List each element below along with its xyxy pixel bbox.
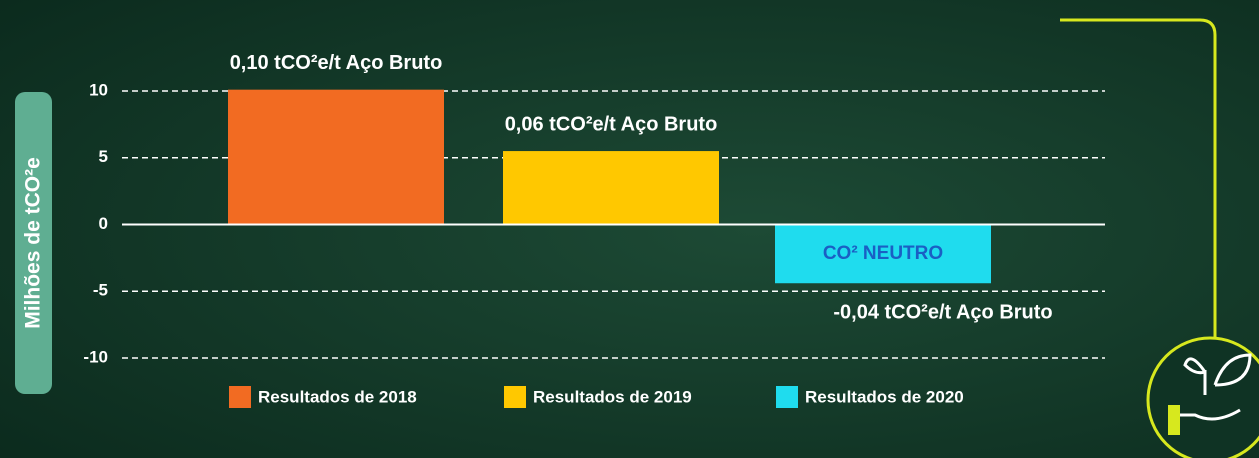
y-tick-label: -10	[83, 347, 108, 366]
y-tick-label: 5	[99, 147, 108, 166]
legend-swatch	[229, 386, 251, 408]
y-tick-label: -5	[93, 281, 108, 300]
legend-swatch	[504, 386, 526, 408]
bar-annotation: -0,04 tCO²e/t Aço Bruto	[833, 302, 1052, 324]
legend-swatch	[776, 386, 798, 408]
bar-annotation: 0,10 tCO²e/t Aço Bruto	[230, 52, 443, 74]
bar-inner-label: CO² NEUTRO	[823, 243, 943, 264]
legend-label: Resultados de 2019	[533, 387, 692, 406]
legend-label: Resultados de 2020	[805, 387, 964, 406]
bar	[775, 224, 991, 284]
y-tick-label: 10	[89, 80, 108, 99]
frame-line	[1060, 18, 1217, 365]
legend-label: Resultados de 2018	[258, 387, 417, 406]
y-tick-label: 0	[99, 214, 108, 233]
bar	[503, 151, 719, 225]
plant-icon	[1175, 353, 1252, 421]
bar-annotation: 0,06 tCO²e/t Aço Bruto	[505, 113, 718, 135]
hand-cuff	[1168, 405, 1180, 435]
bar	[228, 89, 444, 225]
ylabel-box	[15, 92, 52, 394]
y-axis-label: Milhões de tCO²e	[22, 157, 45, 329]
